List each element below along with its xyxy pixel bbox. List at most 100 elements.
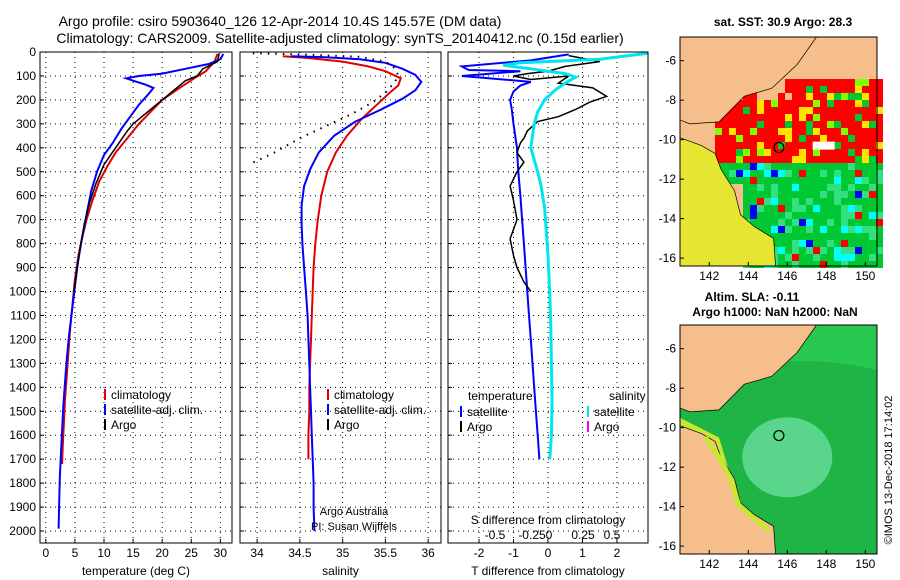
- sst-pixel: [827, 100, 834, 107]
- sst-pixel: [820, 135, 827, 142]
- sst-pixel: [820, 219, 827, 226]
- sst-pixel: [743, 128, 750, 135]
- sst-pixel: [778, 205, 785, 212]
- sst-pixel: [778, 177, 785, 184]
- sst-pixel: [750, 219, 757, 226]
- y-tick-label: -6: [665, 342, 676, 356]
- legend-label: Argo: [594, 420, 620, 434]
- sst-pixel: [848, 149, 855, 156]
- sst-pixel: [715, 128, 722, 135]
- sst-pixel: [841, 79, 848, 86]
- sst-pixel: [834, 226, 841, 233]
- sst-pixel: [806, 226, 813, 233]
- sst-pixel: [869, 170, 876, 177]
- sst-pixel: [848, 114, 855, 121]
- sst-pixel: [841, 219, 848, 226]
- sst-pixel: [806, 135, 813, 142]
- sst-pixel: [764, 205, 771, 212]
- sst-pixel: [876, 261, 883, 268]
- sst-pixel: [862, 170, 869, 177]
- x-tick-label: 35: [336, 546, 350, 560]
- s-tick-label: 0.25: [571, 528, 595, 542]
- x-axis-label: temperature (deg C): [82, 564, 190, 578]
- sst-pixel: [841, 191, 848, 198]
- sst-pixel: [841, 254, 848, 261]
- sst-pixel: [792, 114, 799, 121]
- x-tick-label: 144: [738, 269, 758, 283]
- sst-pixel: [820, 100, 827, 107]
- sst-pixel: [771, 233, 778, 240]
- sst-pixel: [743, 177, 750, 184]
- y-tick-label: -12: [659, 460, 677, 474]
- sst-pixel: [743, 163, 750, 170]
- sst-pixel: [820, 177, 827, 184]
- sst-pixel: [855, 114, 862, 121]
- sst-pixel: [806, 93, 813, 100]
- legend-label: satellite-adj. clim.: [334, 403, 426, 417]
- sst-pixel: [764, 128, 771, 135]
- sst-pixel: [778, 114, 785, 121]
- sst-pixel: [757, 163, 764, 170]
- series-line-s-satellite: [502, 51, 649, 460]
- sst-pixel: [799, 205, 806, 212]
- credit-line-1: Argo Australia: [320, 506, 389, 518]
- sst-pixel: [806, 198, 813, 205]
- y-tick-label: 500: [16, 165, 36, 179]
- map-frame: [679, 324, 878, 555]
- sst-pixel: [876, 107, 883, 114]
- sst-pixel: [729, 114, 736, 121]
- sst-pixel: [722, 149, 729, 156]
- sst-pixel: [813, 177, 820, 184]
- title-line-1: Argo profile: csiro 5903640_126 12-Apr-2…: [59, 13, 502, 29]
- sst-pixel: [785, 184, 792, 191]
- sst-pixel: [792, 156, 799, 163]
- sst-pixel: [757, 142, 764, 149]
- sst-pixel: [841, 184, 848, 191]
- sst-pixel: [827, 254, 834, 261]
- sst-pixel: [722, 121, 729, 128]
- sst-pixel: [785, 163, 792, 170]
- sst-pixel: [813, 247, 820, 254]
- sst-pixel: [799, 156, 806, 163]
- sst-pixel: [855, 86, 862, 93]
- sst-pixel: [827, 261, 834, 268]
- sst-pixel: [722, 142, 729, 149]
- sst-pixel: [750, 128, 757, 135]
- sst-pixel: [813, 254, 820, 261]
- sst-pixel: [715, 121, 722, 128]
- sst-pixel: [736, 107, 743, 114]
- sst-pixel: [827, 114, 834, 121]
- sst-pixel: [813, 114, 820, 121]
- sst-pixel: [869, 198, 876, 205]
- sst-pixel: [799, 184, 806, 191]
- sst-pixel: [834, 170, 841, 177]
- x-tick-label: 15: [126, 546, 140, 560]
- sst-pixel: [855, 247, 862, 254]
- sst-pixel: [820, 233, 827, 240]
- map-frame: [679, 36, 878, 267]
- sst-pixel: [806, 240, 813, 247]
- sst-pixel: [743, 198, 750, 205]
- sst-pixel: [862, 79, 869, 86]
- sst-pixel: [841, 135, 848, 142]
- sst-pixel: [869, 142, 876, 149]
- sst-pixel: [785, 100, 792, 107]
- sst-pixel: [778, 163, 785, 170]
- y-tick-label: 1200: [9, 332, 36, 346]
- y-tick-label: -14: [659, 500, 677, 514]
- sst-pixel: [848, 205, 855, 212]
- sst-pixel: [841, 233, 848, 240]
- sst-pixel: [827, 170, 834, 177]
- s-tick-label: 0: [546, 528, 553, 542]
- y-tick-label: 1400: [9, 380, 36, 394]
- x-tick-label: 20: [156, 546, 170, 560]
- sst-pixel: [785, 121, 792, 128]
- sst-pixel: [841, 198, 848, 205]
- sst-pixel: [834, 184, 841, 191]
- sst-pixel: [764, 198, 771, 205]
- sst-pixel: [876, 198, 883, 205]
- y-tick-label: 1000: [9, 285, 36, 299]
- sst-pixel: [862, 93, 869, 100]
- sst-pixel: [757, 212, 764, 219]
- sst-pixel: [834, 212, 841, 219]
